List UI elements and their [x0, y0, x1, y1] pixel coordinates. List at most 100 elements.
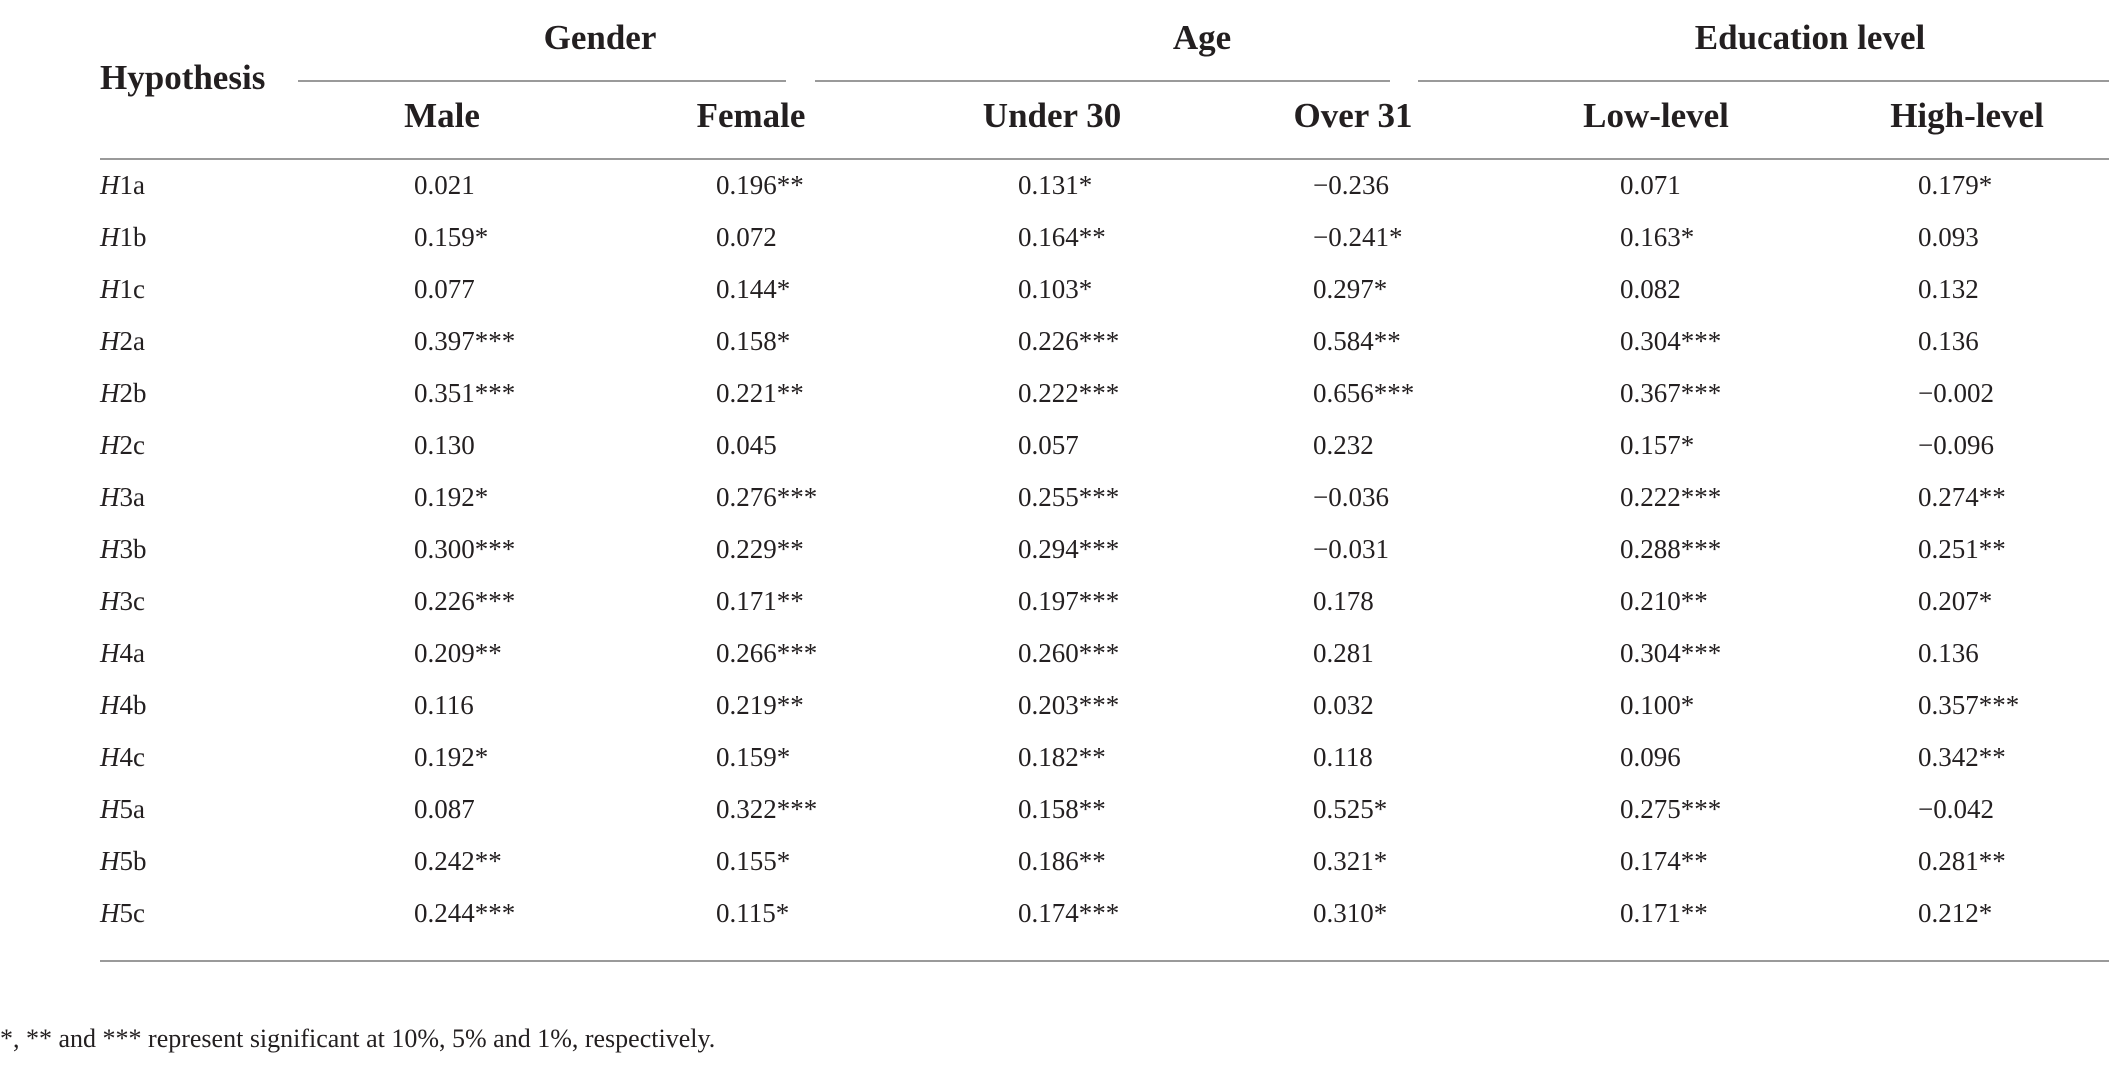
value-cell: −0.002: [1918, 378, 1994, 408]
hypothesis-id: 5c: [119, 898, 145, 928]
hypothesis-id: 1c: [119, 274, 145, 304]
hypothesis-cell: H5b: [100, 835, 147, 887]
value-cell: 0.164**: [1018, 222, 1106, 252]
hypothesis-letter: H: [100, 534, 120, 564]
hypothesis-id: 3b: [119, 534, 147, 564]
value-cell: 0.196**: [716, 170, 804, 200]
table-row: H3b 0.300*** 0.229** 0.294*** −0.031 0.288***…: [0, 523, 2109, 575]
column-header-under-30: Under 30: [982, 96, 1122, 135]
hypothesis-id: 5b: [119, 846, 147, 876]
value-cell: 0.397***: [414, 326, 516, 356]
value-cell: 0.171**: [716, 586, 804, 616]
value-cell: 0.310*: [1313, 898, 1388, 928]
hypothesis-id: 4b: [119, 690, 147, 720]
value-cell: 0.297*: [1313, 274, 1388, 304]
value-cell: 0.288***: [1620, 534, 1722, 564]
hypothesis-cell: H3b: [100, 523, 147, 575]
hypothesis-letter: H: [100, 742, 120, 772]
value-cell: 0.304***: [1620, 638, 1722, 668]
hypothesis-letter: H: [100, 170, 120, 200]
column-header-high-level: High-level: [1890, 96, 2044, 135]
value-cell: 0.144*: [716, 274, 791, 304]
value-cell: 0.192*: [414, 482, 489, 512]
value-cell: 0.021: [414, 170, 475, 200]
value-cell: 0.342**: [1918, 742, 2006, 772]
value-cell: 0.266***: [716, 638, 818, 668]
column-header-over-31: Over 31: [1293, 96, 1413, 135]
value-cell: −0.036: [1313, 482, 1389, 512]
value-cell: 0.163*: [1620, 222, 1695, 252]
value-cell: 0.178: [1313, 586, 1374, 616]
hypothesis-cell: H2b: [100, 367, 147, 419]
value-cell: 0.351***: [414, 378, 516, 408]
hypothesis-cell: H2c: [100, 419, 145, 471]
value-cell: 0.158*: [716, 326, 791, 356]
hypothesis-letter: H: [100, 274, 120, 304]
value-cell: 0.132: [1918, 274, 1979, 304]
hypothesis-cell: H4b: [100, 679, 147, 731]
table-row: H1c 0.077 0.144* 0.103* 0.297* 0.082 0.132: [0, 263, 2109, 315]
value-cell: 0.171**: [1620, 898, 1708, 928]
value-cell: 0.281**: [1918, 846, 2006, 876]
value-cell: 0.367***: [1620, 378, 1722, 408]
hypothesis-letter: H: [100, 690, 120, 720]
hypothesis-letter: H: [100, 586, 120, 616]
column-header-female: Female: [696, 96, 806, 135]
value-cell: 0.082: [1620, 274, 1681, 304]
value-cell: 0.057: [1018, 430, 1079, 460]
hypothesis-cell: H3a: [100, 471, 145, 523]
value-cell: 0.226***: [414, 586, 516, 616]
table-row: H5a 0.087 0.322*** 0.158** 0.525* 0.275*** −0.…: [0, 783, 2109, 835]
value-cell: 0.100*: [1620, 690, 1695, 720]
value-cell: 0.077: [414, 274, 475, 304]
value-cell: 0.116: [414, 690, 474, 720]
value-cell: 0.221**: [716, 378, 804, 408]
value-cell: 0.304***: [1620, 326, 1722, 356]
hypothesis-cell: H5a: [100, 783, 145, 835]
hypothesis-letter: H: [100, 794, 120, 824]
table-row: H2c 0.130 0.045 0.057 0.232 0.157* −0.096: [0, 419, 2109, 471]
value-cell: 0.656***: [1313, 378, 1415, 408]
value-cell: 0.274**: [1918, 482, 2006, 512]
value-cell: 0.103*: [1018, 274, 1093, 304]
hypothesis-letter: H: [100, 222, 120, 252]
value-cell: 0.209**: [414, 638, 502, 668]
table-row: H4b 0.116 0.219** 0.203*** 0.032 0.100* 0.357*…: [0, 679, 2109, 731]
value-cell: 0.118: [1313, 742, 1373, 772]
group-rule-age: [815, 80, 1390, 82]
hypothesis-letter: H: [100, 326, 120, 356]
group-header-education: Education level: [1694, 18, 1926, 57]
value-cell: 0.131*: [1018, 170, 1093, 200]
value-cell: −0.096: [1918, 430, 1994, 460]
hypothesis-id: 2b: [119, 378, 147, 408]
hypothesis-header: Hypothesis: [100, 58, 266, 97]
value-cell: 0.197***: [1018, 586, 1120, 616]
hypothesis-cell: H2a: [100, 315, 145, 367]
value-cell: 0.130: [414, 430, 475, 460]
hypothesis-letter: H: [100, 846, 120, 876]
value-cell: 0.136: [1918, 326, 1979, 356]
hypothesis-cell: H4c: [100, 731, 145, 783]
table-row: H2b 0.351*** 0.221** 0.222*** 0.656*** 0.367*…: [0, 367, 2109, 419]
value-cell: 0.222***: [1620, 482, 1722, 512]
value-cell: 0.174***: [1018, 898, 1120, 928]
hypothesis-id: 2c: [119, 430, 145, 460]
value-cell: 0.525*: [1313, 794, 1388, 824]
value-cell: 0.179*: [1918, 170, 1993, 200]
value-cell: 0.255***: [1018, 482, 1120, 512]
value-cell: −0.241*: [1313, 222, 1403, 252]
table-row: H5b 0.242** 0.155* 0.186** 0.321* 0.174** 0.28…: [0, 835, 2109, 887]
table-row: H4c 0.192* 0.159* 0.182** 0.118 0.096 0.342**: [0, 731, 2109, 783]
value-cell: 0.210**: [1620, 586, 1708, 616]
value-cell: 0.226***: [1018, 326, 1120, 356]
value-cell: −0.042: [1918, 794, 1994, 824]
table-body: H1a 0.021 0.196** 0.131* −0.236 0.071 0.179* H1…: [0, 159, 2109, 939]
table-row: H1a 0.021 0.196** 0.131* −0.236 0.071 0.179*: [0, 159, 2109, 211]
hypothesis-id: 5a: [119, 794, 145, 824]
header-rule: [100, 158, 2109, 160]
value-cell: 0.096: [1620, 742, 1681, 772]
hypothesis-id: 4c: [119, 742, 145, 772]
value-cell: 0.182**: [1018, 742, 1106, 772]
hypothesis-id: 1a: [119, 170, 145, 200]
value-cell: 0.174**: [1620, 846, 1708, 876]
